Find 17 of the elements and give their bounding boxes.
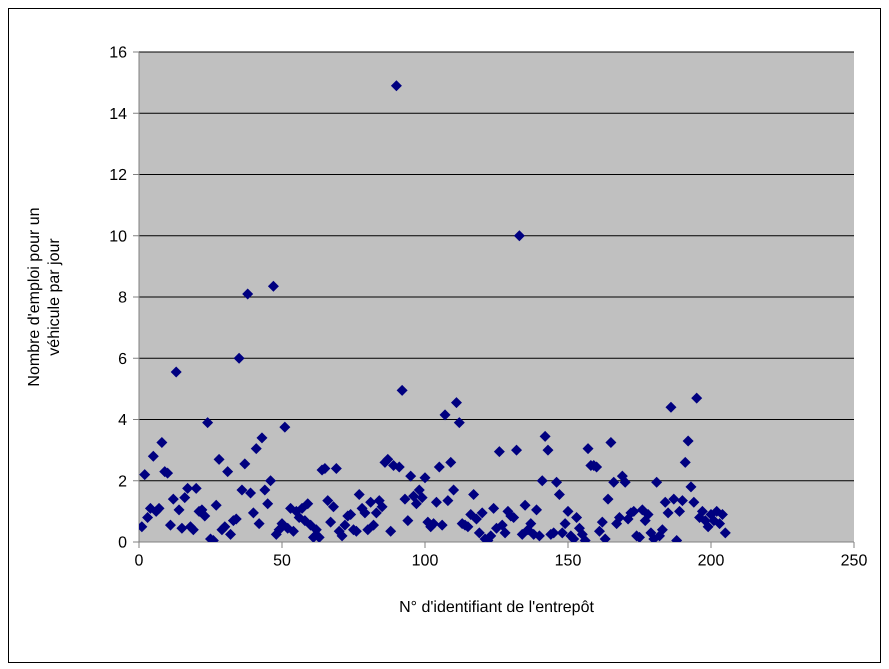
x-tick-label: 50 [273, 552, 291, 570]
y-tick-label: 10 [109, 228, 128, 246]
y-tick-label: 4 [118, 412, 128, 430]
y-tick-label: 12 [109, 167, 128, 184]
x-tick-label: 150 [554, 552, 582, 570]
y-tick-label: 0 [118, 534, 128, 552]
x-tick-label: 0 [134, 552, 144, 570]
y-axis-title: Nombre d'emploi pour un véhicule par jour [26, 207, 63, 387]
y-tick-label: 8 [118, 290, 128, 307]
y-tick-label: 2 [118, 473, 128, 490]
x-tick-label: 100 [412, 552, 438, 570]
y-tick-label: 14 [109, 106, 128, 123]
y-tick-label: 16 [109, 44, 128, 62]
x-tick-label: 250 [840, 552, 868, 570]
x-tick-label: 200 [698, 552, 724, 570]
x-axis-title: N° d'identifiant de l'entrepôt [399, 599, 594, 616]
y-tick-label: 6 [118, 350, 128, 368]
